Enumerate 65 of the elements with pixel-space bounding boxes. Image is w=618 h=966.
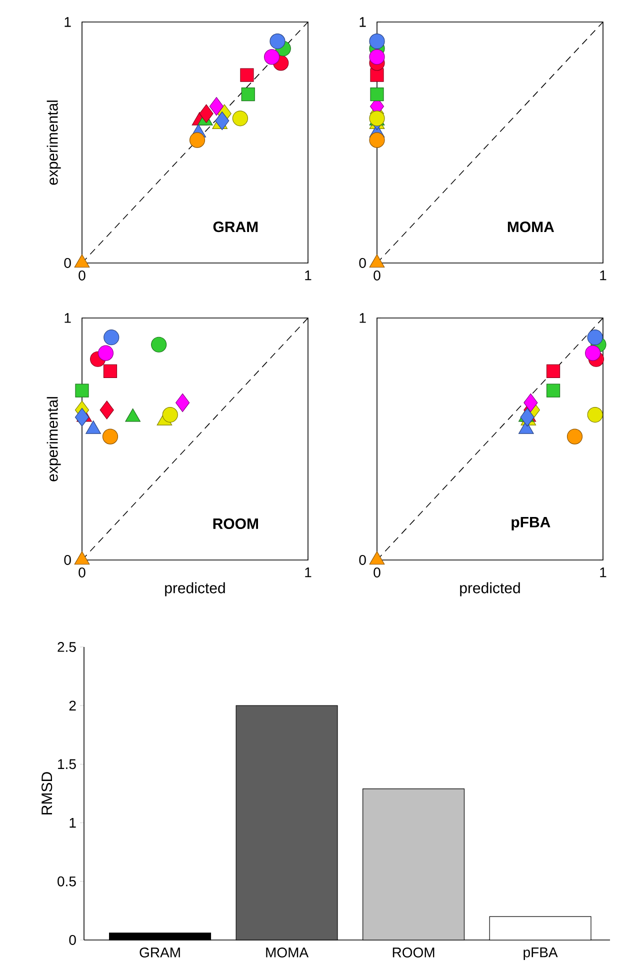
- y-tick-label: 1: [360, 17, 366, 27]
- x-axis-title: predicted: [165, 582, 225, 596]
- y-axis-title: RMSD: [42, 772, 52, 814]
- x-tick-label: 1: [600, 270, 606, 280]
- point: [189, 132, 206, 148]
- point: [162, 406, 178, 423]
- text: ROOM: [213, 518, 258, 529]
- x-tick-label: 1: [305, 568, 312, 578]
- point: [98, 345, 114, 361]
- y-tick-label: 2.5: [58, 642, 76, 652]
- point: [546, 364, 560, 378]
- y-tick-label: 2: [69, 700, 76, 710]
- y-tick-label: 1: [64, 313, 71, 323]
- y-tick-label: 0: [69, 935, 76, 945]
- point: [209, 97, 224, 116]
- y-tick-label: 1: [64, 17, 71, 27]
- point: [102, 428, 118, 444]
- point: [151, 336, 167, 352]
- point: [100, 400, 114, 420]
- y-tick-label: 0: [64, 258, 71, 268]
- point: [270, 33, 286, 50]
- x-tick-label: MOMA: [266, 948, 309, 958]
- x-tick-label: 0: [374, 270, 380, 280]
- point: [520, 408, 534, 427]
- x-axis-title: predicted: [460, 582, 520, 596]
- y-tick-label: 1.5: [58, 759, 76, 770]
- point: [74, 254, 90, 268]
- x-tick-label: 0: [78, 568, 86, 578]
- x-tick-label: 1: [305, 270, 312, 280]
- text: MOMA: [508, 222, 554, 232]
- y-axis-title: experimental: [46, 397, 61, 482]
- point: [524, 393, 538, 412]
- point: [240, 68, 254, 82]
- x-tick-label: 0: [374, 568, 380, 578]
- point: [546, 384, 560, 398]
- point: [74, 551, 90, 565]
- point: [241, 88, 255, 102]
- x-tick-label: 1: [600, 568, 606, 578]
- point: [75, 384, 89, 398]
- point: [199, 104, 214, 123]
- x-tick-label: ROOM: [392, 948, 434, 958]
- point: [587, 406, 603, 423]
- point: [264, 49, 280, 65]
- point: [369, 551, 385, 565]
- y-tick-label: 0.5: [58, 876, 76, 886]
- point: [74, 408, 90, 427]
- y-tick-label: 1: [360, 313, 366, 323]
- point: [176, 393, 190, 412]
- text: GRAM: [213, 222, 258, 232]
- x-tick-label: GRAM: [140, 948, 180, 958]
- point: [215, 112, 230, 130]
- text: pFBA: [512, 516, 550, 530]
- point: [232, 110, 248, 126]
- y-tick-label: 1: [70, 818, 76, 828]
- y-tick-label: 0: [359, 258, 366, 268]
- point: [104, 330, 120, 346]
- y-tick-label: 0: [359, 555, 366, 565]
- point: [587, 330, 603, 346]
- point: [103, 364, 118, 378]
- point: [566, 428, 583, 444]
- point: [585, 345, 601, 361]
- x-tick-label: 0: [78, 270, 86, 280]
- y-axis-title: experimental: [46, 100, 61, 185]
- x-tick-label: pFBA: [524, 948, 558, 960]
- y-tick-label: 0: [64, 555, 71, 565]
